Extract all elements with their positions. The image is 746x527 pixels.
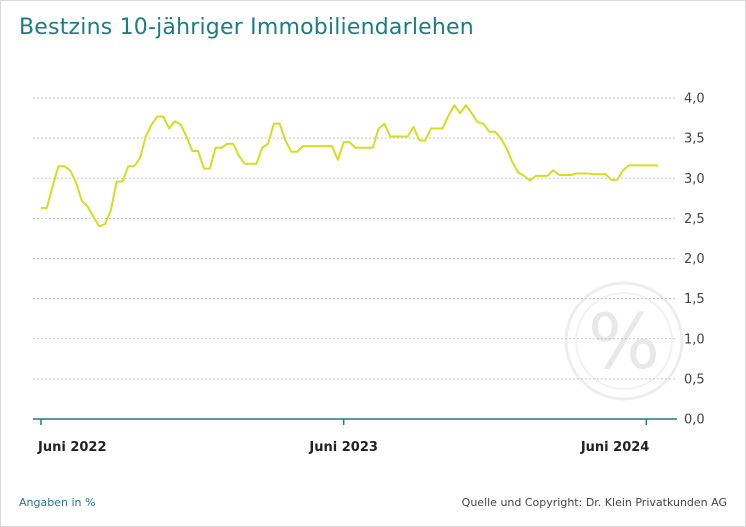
- y-tick-label: 3,0: [684, 172, 705, 187]
- source-note: Quelle und Copyright: Dr. Klein Privatku…: [461, 496, 727, 509]
- series-line: [41, 104, 658, 228]
- y-tick-label: 1,0: [684, 332, 705, 347]
- y-tick-label: 0,0: [684, 413, 705, 428]
- x-tick-label: Juni 2022: [37, 440, 107, 455]
- y-tick-label: 1,5: [684, 292, 705, 307]
- y-tick-label: 2,5: [684, 212, 705, 227]
- x-axis: Juni 2022 Juni 2023 Juni 2024: [33, 418, 677, 455]
- y-tick-label: 2,0: [684, 252, 705, 267]
- svg-text:%: %: [588, 297, 660, 386]
- x-tick-label: Juni 2023: [308, 440, 378, 455]
- y-tick-label: 3,5: [684, 132, 705, 147]
- grid-lines: [33, 97, 677, 380]
- y-axis-ticks: 0,0 0,5 1,0 1,5 2,0 2,5 3,0 3,5 4,0: [684, 92, 705, 428]
- x-tick-label: Juni 2024: [580, 440, 650, 455]
- y-tick-label: 4,0: [684, 92, 705, 107]
- chart-title: Bestzins 10-jähriger Immobiliendarlehen: [19, 15, 474, 40]
- y-tick-label: 0,5: [684, 372, 705, 387]
- unit-note: Angaben in %: [19, 496, 96, 509]
- percent-icon: %: [564, 281, 684, 401]
- series-layer: [41, 104, 658, 228]
